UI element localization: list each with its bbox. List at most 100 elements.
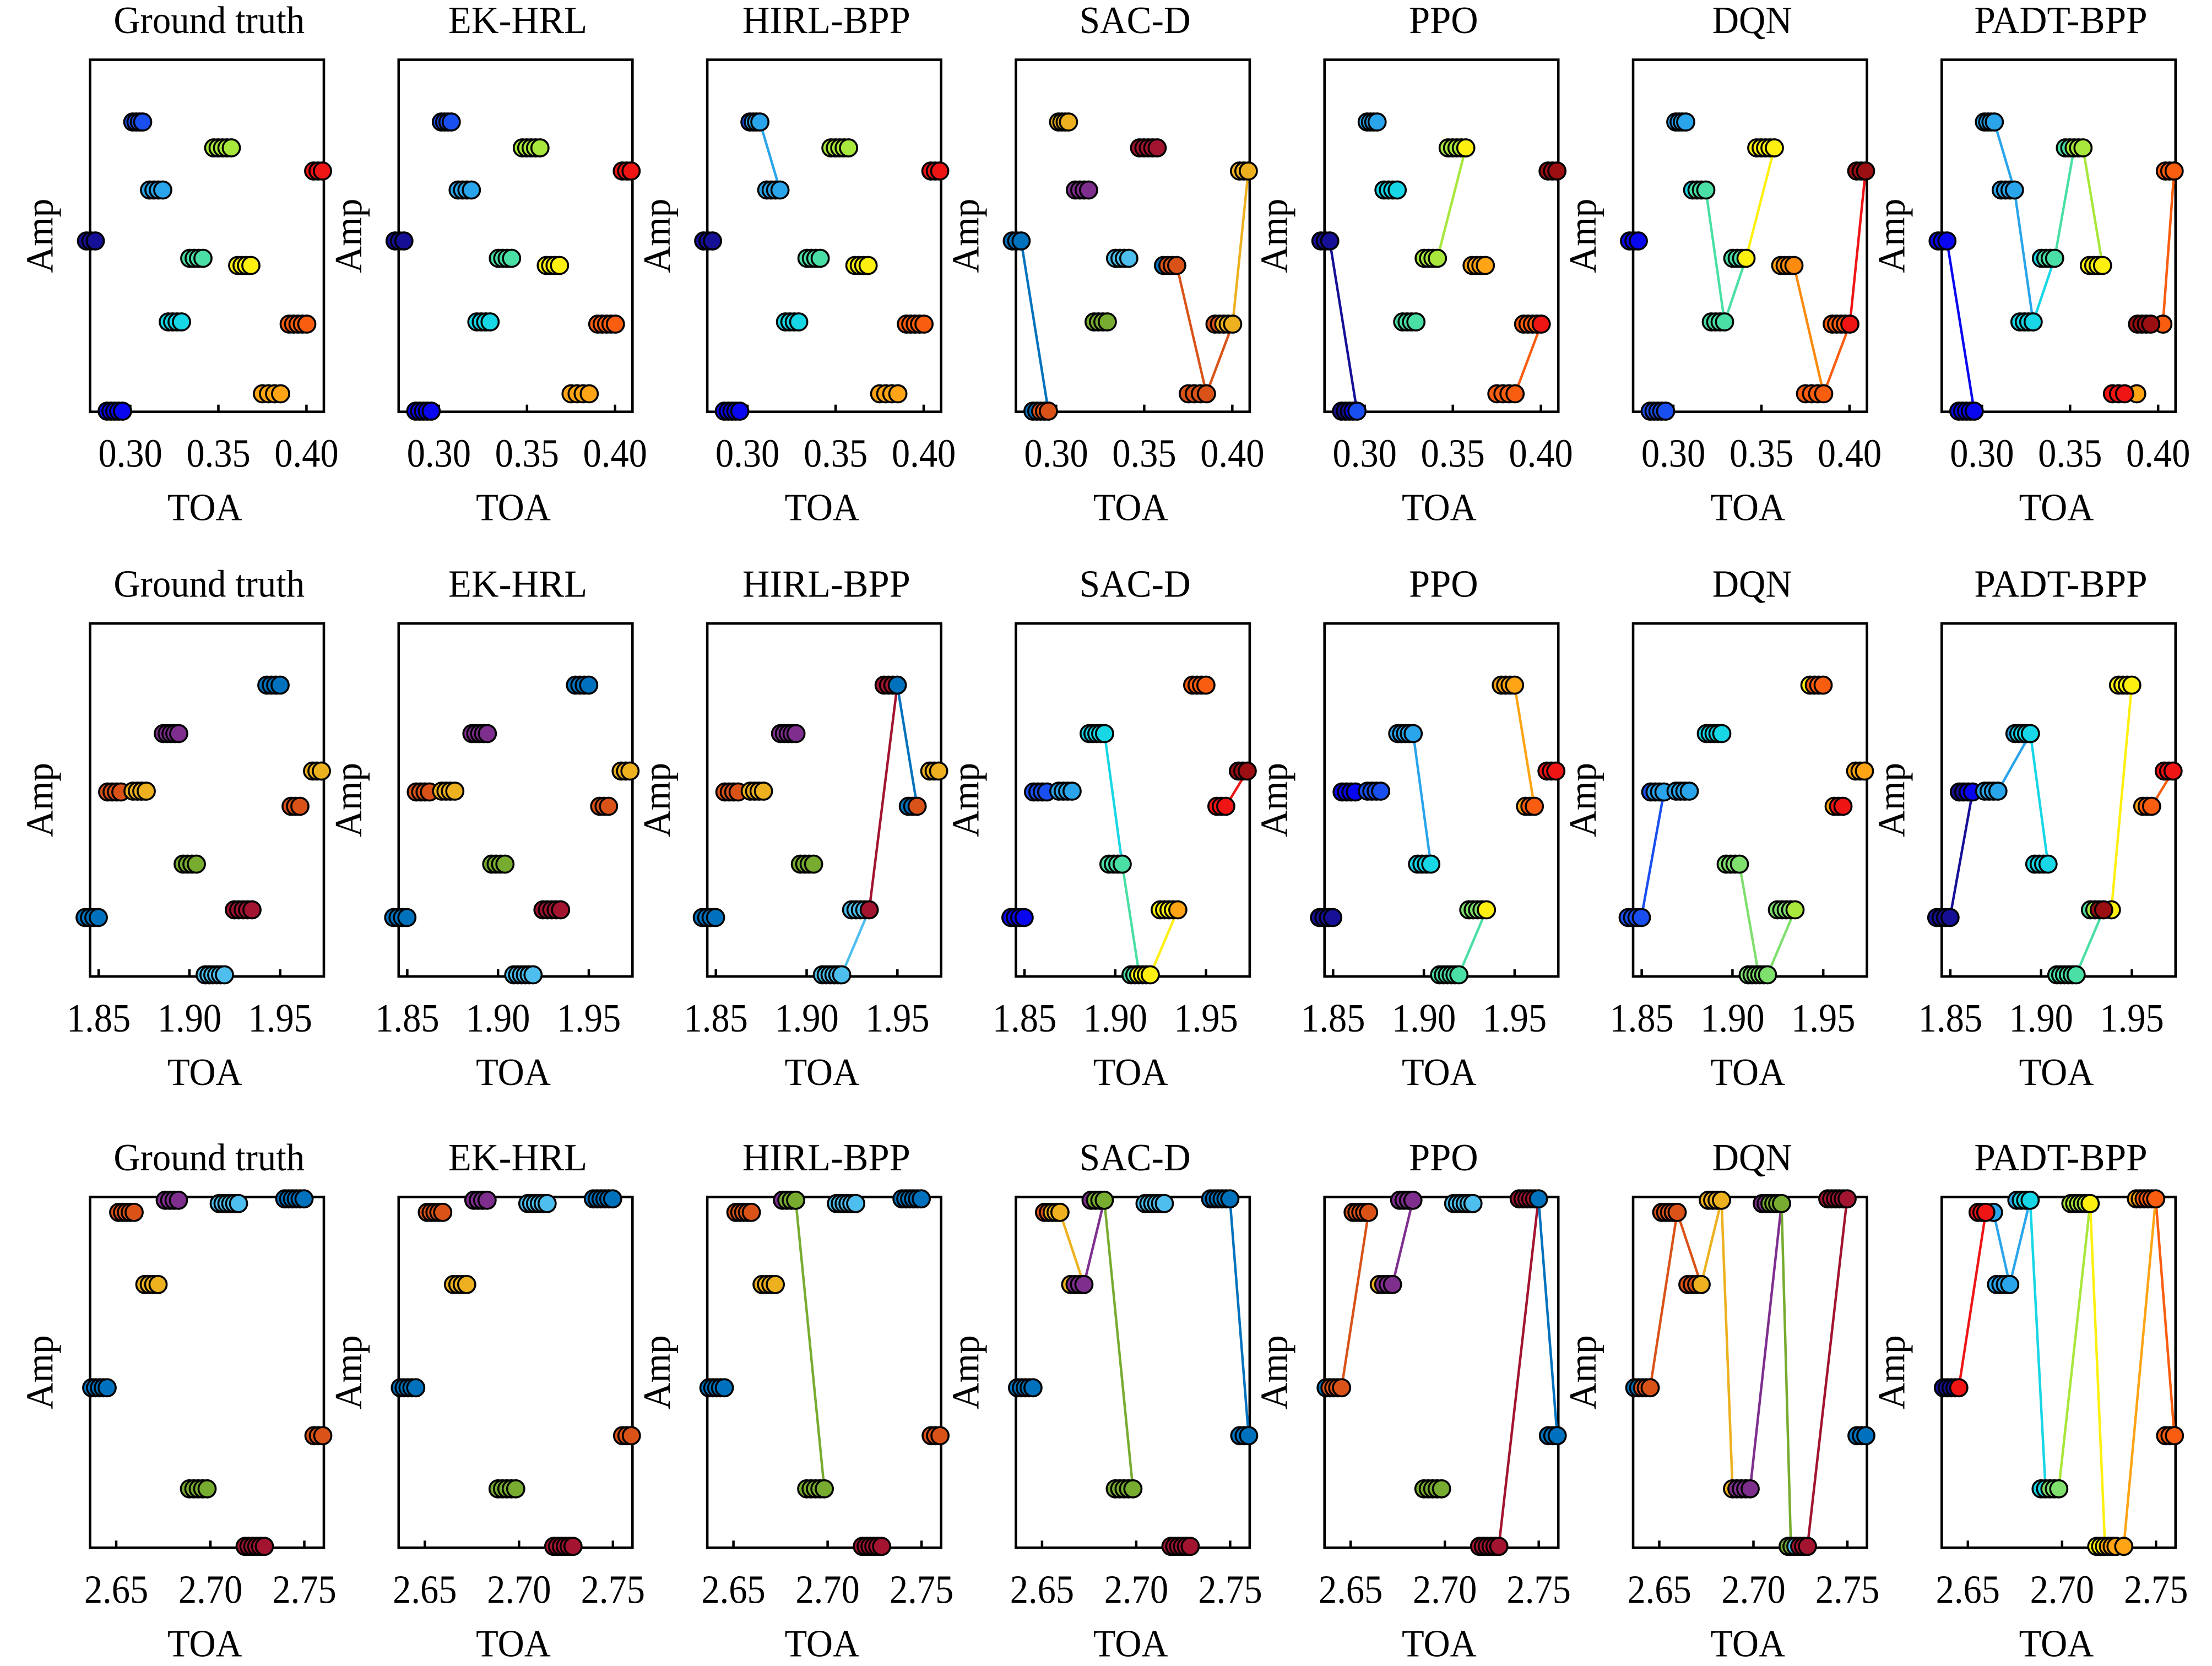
svg-text:0.40: 0.40	[1200, 432, 1264, 476]
svg-text:2.70: 2.70	[1721, 1568, 1785, 1612]
svg-text:TOA: TOA	[167, 1051, 242, 1094]
svg-text:TOA: TOA	[476, 1051, 551, 1094]
svg-text:0.35: 0.35	[1421, 432, 1485, 476]
svg-text:2.75: 2.75	[581, 1568, 645, 1612]
svg-text:Amp: Amp	[18, 763, 61, 837]
svg-text:SAC-D: SAC-D	[1080, 0, 1191, 41]
svg-text:1.85: 1.85	[1918, 996, 1982, 1040]
svg-text:EK-HRL: EK-HRL	[448, 0, 587, 42]
svg-text:Amp: Amp	[327, 763, 370, 837]
svg-text:0.30: 0.30	[1333, 432, 1397, 476]
svg-text:1.95: 1.95	[1791, 996, 1855, 1040]
svg-text:Ground truth: Ground truth	[113, 562, 305, 605]
svg-text:Amp: Amp	[18, 1335, 61, 1409]
svg-text:PPO: PPO	[1409, 562, 1478, 605]
svg-text:TOA: TOA	[784, 486, 859, 529]
svg-text:TOA: TOA	[1402, 1622, 1477, 1665]
svg-text:2.75: 2.75	[272, 1568, 336, 1612]
svg-text:Amp: Amp	[636, 763, 678, 837]
svg-text:0.30: 0.30	[1950, 432, 2014, 476]
svg-text:2.75: 2.75	[1507, 1568, 1571, 1612]
svg-text:Amp: Amp	[18, 199, 61, 273]
svg-text:EK-HRL: EK-HRL	[448, 563, 587, 606]
svg-text:Amp: Amp	[636, 1335, 678, 1409]
svg-text:2.65: 2.65	[393, 1568, 457, 1612]
svg-text:2.75: 2.75	[2124, 1568, 2188, 1612]
svg-text:Amp: Amp	[1562, 199, 1604, 273]
svg-text:HIRL-BPP: HIRL-BPP	[742, 0, 910, 41]
svg-text:0.35: 0.35	[1730, 432, 1793, 476]
svg-text:1.90: 1.90	[1083, 996, 1147, 1040]
svg-text:EK-HRL: EK-HRL	[448, 1136, 587, 1179]
svg-text:Amp: Amp	[1870, 1335, 1912, 1409]
svg-text:1.95: 1.95	[2100, 996, 2164, 1040]
svg-text:0.30: 0.30	[407, 432, 471, 476]
svg-text:Amp: Amp	[1253, 199, 1295, 273]
svg-text:0.35: 0.35	[2038, 432, 2102, 476]
svg-text:TOA: TOA	[167, 1622, 242, 1665]
svg-text:TOA: TOA	[1402, 1051, 1477, 1094]
svg-text:1.95: 1.95	[865, 996, 929, 1040]
svg-text:1.95: 1.95	[1483, 996, 1547, 1040]
svg-text:SAC-D: SAC-D	[1080, 562, 1191, 605]
svg-text:2.70: 2.70	[1413, 1568, 1477, 1612]
svg-text:1.85: 1.85	[993, 996, 1056, 1040]
svg-text:HIRL-BPP: HIRL-BPP	[742, 1136, 910, 1179]
svg-text:0.35: 0.35	[1112, 432, 1176, 476]
svg-text:0.30: 0.30	[98, 432, 162, 476]
svg-text:TOA: TOA	[1402, 486, 1477, 529]
svg-text:PADT-BPP: PADT-BPP	[1974, 1136, 2147, 1179]
svg-text:Amp: Amp	[327, 199, 370, 273]
svg-text:Amp: Amp	[1253, 1335, 1295, 1409]
svg-text:1.95: 1.95	[1174, 996, 1238, 1040]
svg-text:Amp: Amp	[944, 763, 986, 837]
svg-text:0.40: 0.40	[274, 432, 338, 476]
svg-text:TOA: TOA	[476, 486, 551, 529]
svg-text:Ground truth: Ground truth	[113, 0, 305, 41]
svg-text:2.70: 2.70	[795, 1568, 859, 1612]
svg-text:1.90: 1.90	[774, 996, 838, 1040]
svg-text:Amp: Amp	[636, 199, 678, 273]
svg-text:2.75: 2.75	[1815, 1568, 1879, 1612]
svg-text:TOA: TOA	[1710, 1051, 1785, 1094]
svg-text:TOA: TOA	[1093, 1051, 1168, 1094]
svg-text:1.90: 1.90	[1700, 996, 1764, 1040]
svg-text:1.85: 1.85	[1609, 996, 1673, 1040]
svg-text:Amp: Amp	[1562, 763, 1604, 837]
svg-text:DQN: DQN	[1712, 562, 1792, 605]
svg-text:1.85: 1.85	[684, 996, 748, 1040]
svg-text:0.35: 0.35	[186, 432, 250, 476]
svg-text:Amp: Amp	[1870, 763, 1912, 837]
svg-text:TOA: TOA	[2019, 1622, 2094, 1665]
svg-text:2.70: 2.70	[1104, 1568, 1168, 1612]
svg-text:2.65: 2.65	[1627, 1568, 1691, 1612]
svg-text:Amp: Amp	[1870, 199, 1912, 273]
svg-text:TOA: TOA	[476, 1622, 551, 1665]
svg-text:0.40: 0.40	[2126, 432, 2190, 476]
svg-text:0.40: 0.40	[1818, 432, 1882, 476]
svg-text:TOA: TOA	[1093, 486, 1168, 529]
svg-text:2.75: 2.75	[890, 1568, 953, 1612]
svg-text:PPO: PPO	[1409, 0, 1478, 41]
svg-text:0.40: 0.40	[892, 432, 956, 476]
svg-text:TOA: TOA	[1093, 1622, 1168, 1665]
svg-text:Amp: Amp	[1253, 763, 1295, 837]
svg-text:PADT-BPP: PADT-BPP	[1974, 563, 2147, 605]
svg-text:2.65: 2.65	[1010, 1568, 1074, 1612]
svg-text:SAC-D: SAC-D	[1080, 1136, 1191, 1179]
svg-text:1.90: 1.90	[466, 996, 530, 1040]
svg-text:0.30: 0.30	[715, 432, 779, 476]
svg-text:2.65: 2.65	[701, 1568, 765, 1612]
svg-text:1.90: 1.90	[2009, 996, 2073, 1040]
svg-text:1.95: 1.95	[248, 996, 312, 1040]
svg-text:Amp: Amp	[944, 199, 986, 273]
svg-text:1.90: 1.90	[158, 996, 221, 1040]
svg-text:TOA: TOA	[167, 486, 242, 529]
svg-text:TOA: TOA	[784, 1051, 859, 1094]
svg-text:0.30: 0.30	[1024, 432, 1088, 476]
svg-text:Amp: Amp	[327, 1335, 370, 1409]
svg-text:TOA: TOA	[784, 1622, 859, 1665]
svg-text:1.95: 1.95	[557, 996, 621, 1040]
svg-text:2.70: 2.70	[487, 1568, 551, 1612]
svg-text:TOA: TOA	[2019, 1051, 2094, 1094]
